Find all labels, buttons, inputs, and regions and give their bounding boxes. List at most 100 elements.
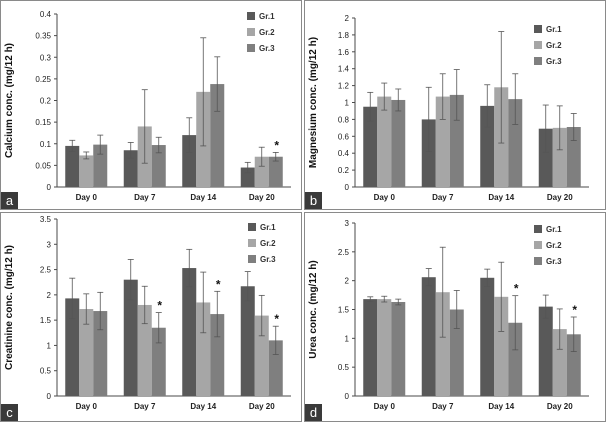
y-tick-label: 1.6 [338,48,350,57]
bar-gr1-day0 [65,145,80,187]
y-axis-title: Calcium conc. (mg/12 h) [4,43,15,158]
bar-gr2-day0 [79,309,94,396]
y-tick-label: 0.8 [338,115,350,124]
y-axis-title: Creatinine conc. (mg/12 h) [4,245,15,370]
y-tick-label: 2 [345,14,350,23]
x-tick-label: Day 20 [547,402,573,411]
legend-label: Gr.2 [259,28,275,37]
y-tick-label: 0.2 [338,166,350,175]
bar-gr2-day0 [79,155,94,187]
legend-swatch [247,28,255,36]
bar-gr3-day7 [151,145,166,187]
legend-swatch [534,257,542,265]
legend-label: Gr.1 [546,25,562,34]
bar-gr2-day20 [552,127,567,187]
legend-label: Gr.2 [546,41,562,50]
y-tick-label: 0.05 [35,161,51,170]
legend-swatch [534,225,542,233]
panel-label-box [1,404,18,421]
significance-marker: * [274,312,279,326]
y-tick-label: 1.8 [338,31,350,40]
significance-marker: * [274,138,279,152]
panel-label: a [6,193,14,208]
x-tick-label: Day 20 [547,193,573,202]
x-tick-label: Day 14 [190,193,216,202]
bar-gr3-day7 [449,309,464,396]
x-tick-label: Day 0 [76,402,98,411]
y-tick-label: 0.5 [338,363,350,372]
y-tick-label: 2.5 [40,266,52,275]
significance-marker: * [572,303,577,317]
bar-gr1-day14 [480,277,495,396]
legend-swatch [247,44,255,52]
bar-gr3-day0 [391,302,406,396]
bar-gr1-day20 [240,286,255,396]
x-tick-label: Day 20 [249,193,275,202]
legend-label: Gr.3 [546,57,562,66]
bar-gr2-day14 [196,302,211,396]
legend-label: Gr.2 [260,239,276,248]
x-tick-label: Day 14 [190,402,216,411]
panel-d: 0 0.5 1 1.5 2 2.5 3 Urea conc. (mg/12 h) Day 0 Da… [304,212,606,422]
y-tick-label: 3.5 [40,215,52,224]
bar-gr1-day20 [538,128,553,187]
y-tick-label: 0 [47,392,52,401]
bar-gr1-day7 [421,119,436,187]
significance-marker: * [157,299,162,313]
y-tick-label: 0.4 [40,10,52,19]
bar-gr2-day0 [377,299,392,396]
bar-gr3-day7 [151,327,166,396]
bar-gr3-day7 [449,94,464,187]
y-tick-label: 1.2 [338,82,350,91]
y-tick-label: 0 [345,183,350,192]
legend-label: Gr.3 [546,257,562,266]
panel-c: 0 0.5 1 1.5 2 2.5 3 3.5 Creatinine conc. (mg/12 … [0,212,302,422]
y-axis-title: Magnesium conc. (mg/12 h) [308,37,319,168]
bar-gr3-day14 [210,314,225,396]
bar-gr1-day7 [421,277,436,396]
legend-label: Gr.1 [260,223,276,232]
x-tick-label: Day 7 [432,193,454,202]
legend-label: Gr.1 [259,12,275,21]
panel-label: b [310,193,317,208]
bar-gr2-day7 [435,96,450,187]
x-tick-label: Day 7 [134,402,156,411]
bar-gr1-day14 [480,105,495,187]
bar-gr2-day14 [494,296,509,396]
bar-gr1-day0 [65,298,80,396]
panel-label: d [310,405,317,420]
y-tick-label: 0 [47,183,52,192]
legend-swatch [248,239,256,247]
bar-gr3-day0 [93,144,108,187]
y-tick-label: 0.15 [35,118,51,127]
y-axis-title: Urea conc. (mg/12 h) [308,260,319,358]
legend-swatch [534,41,542,49]
x-tick-label: Day 20 [249,402,275,411]
bar-gr3-day20 [268,156,283,187]
bar-gr3-day14 [210,84,225,187]
y-tick-label: 1 [345,334,350,343]
panel-label-box [305,404,322,421]
y-tick-label: 0.1 [40,140,52,149]
y-tick-label: 3 [47,240,52,249]
bar-gr1-day20 [538,306,553,396]
y-tick-label: 0.25 [35,75,51,84]
x-tick-label: Day 0 [76,193,98,202]
y-tick-label: 1.4 [338,65,350,74]
legend-swatch [248,223,256,231]
y-tick-label: 0.6 [338,132,350,141]
bar-gr3-day0 [391,99,406,187]
y-tick-label: 0.2 [40,97,52,106]
bar-gr2-day20 [254,315,269,396]
bar-gr3-day0 [93,311,108,396]
panel-b: 0 0.2 0.4 0.6 0.8 1 1.2 1.4 1.6 1.8 2 Magnesium con… [304,0,606,210]
bar-gr3-day14 [508,99,523,187]
bar-gr1-day7 [123,279,138,396]
y-tick-label: 0.4 [338,149,350,158]
bar-gr3-day20 [566,334,581,396]
x-tick-label: Day 0 [374,193,396,202]
legend-swatch [534,57,542,65]
legend-swatch [534,241,542,249]
y-tick-label: 3 [345,219,350,228]
